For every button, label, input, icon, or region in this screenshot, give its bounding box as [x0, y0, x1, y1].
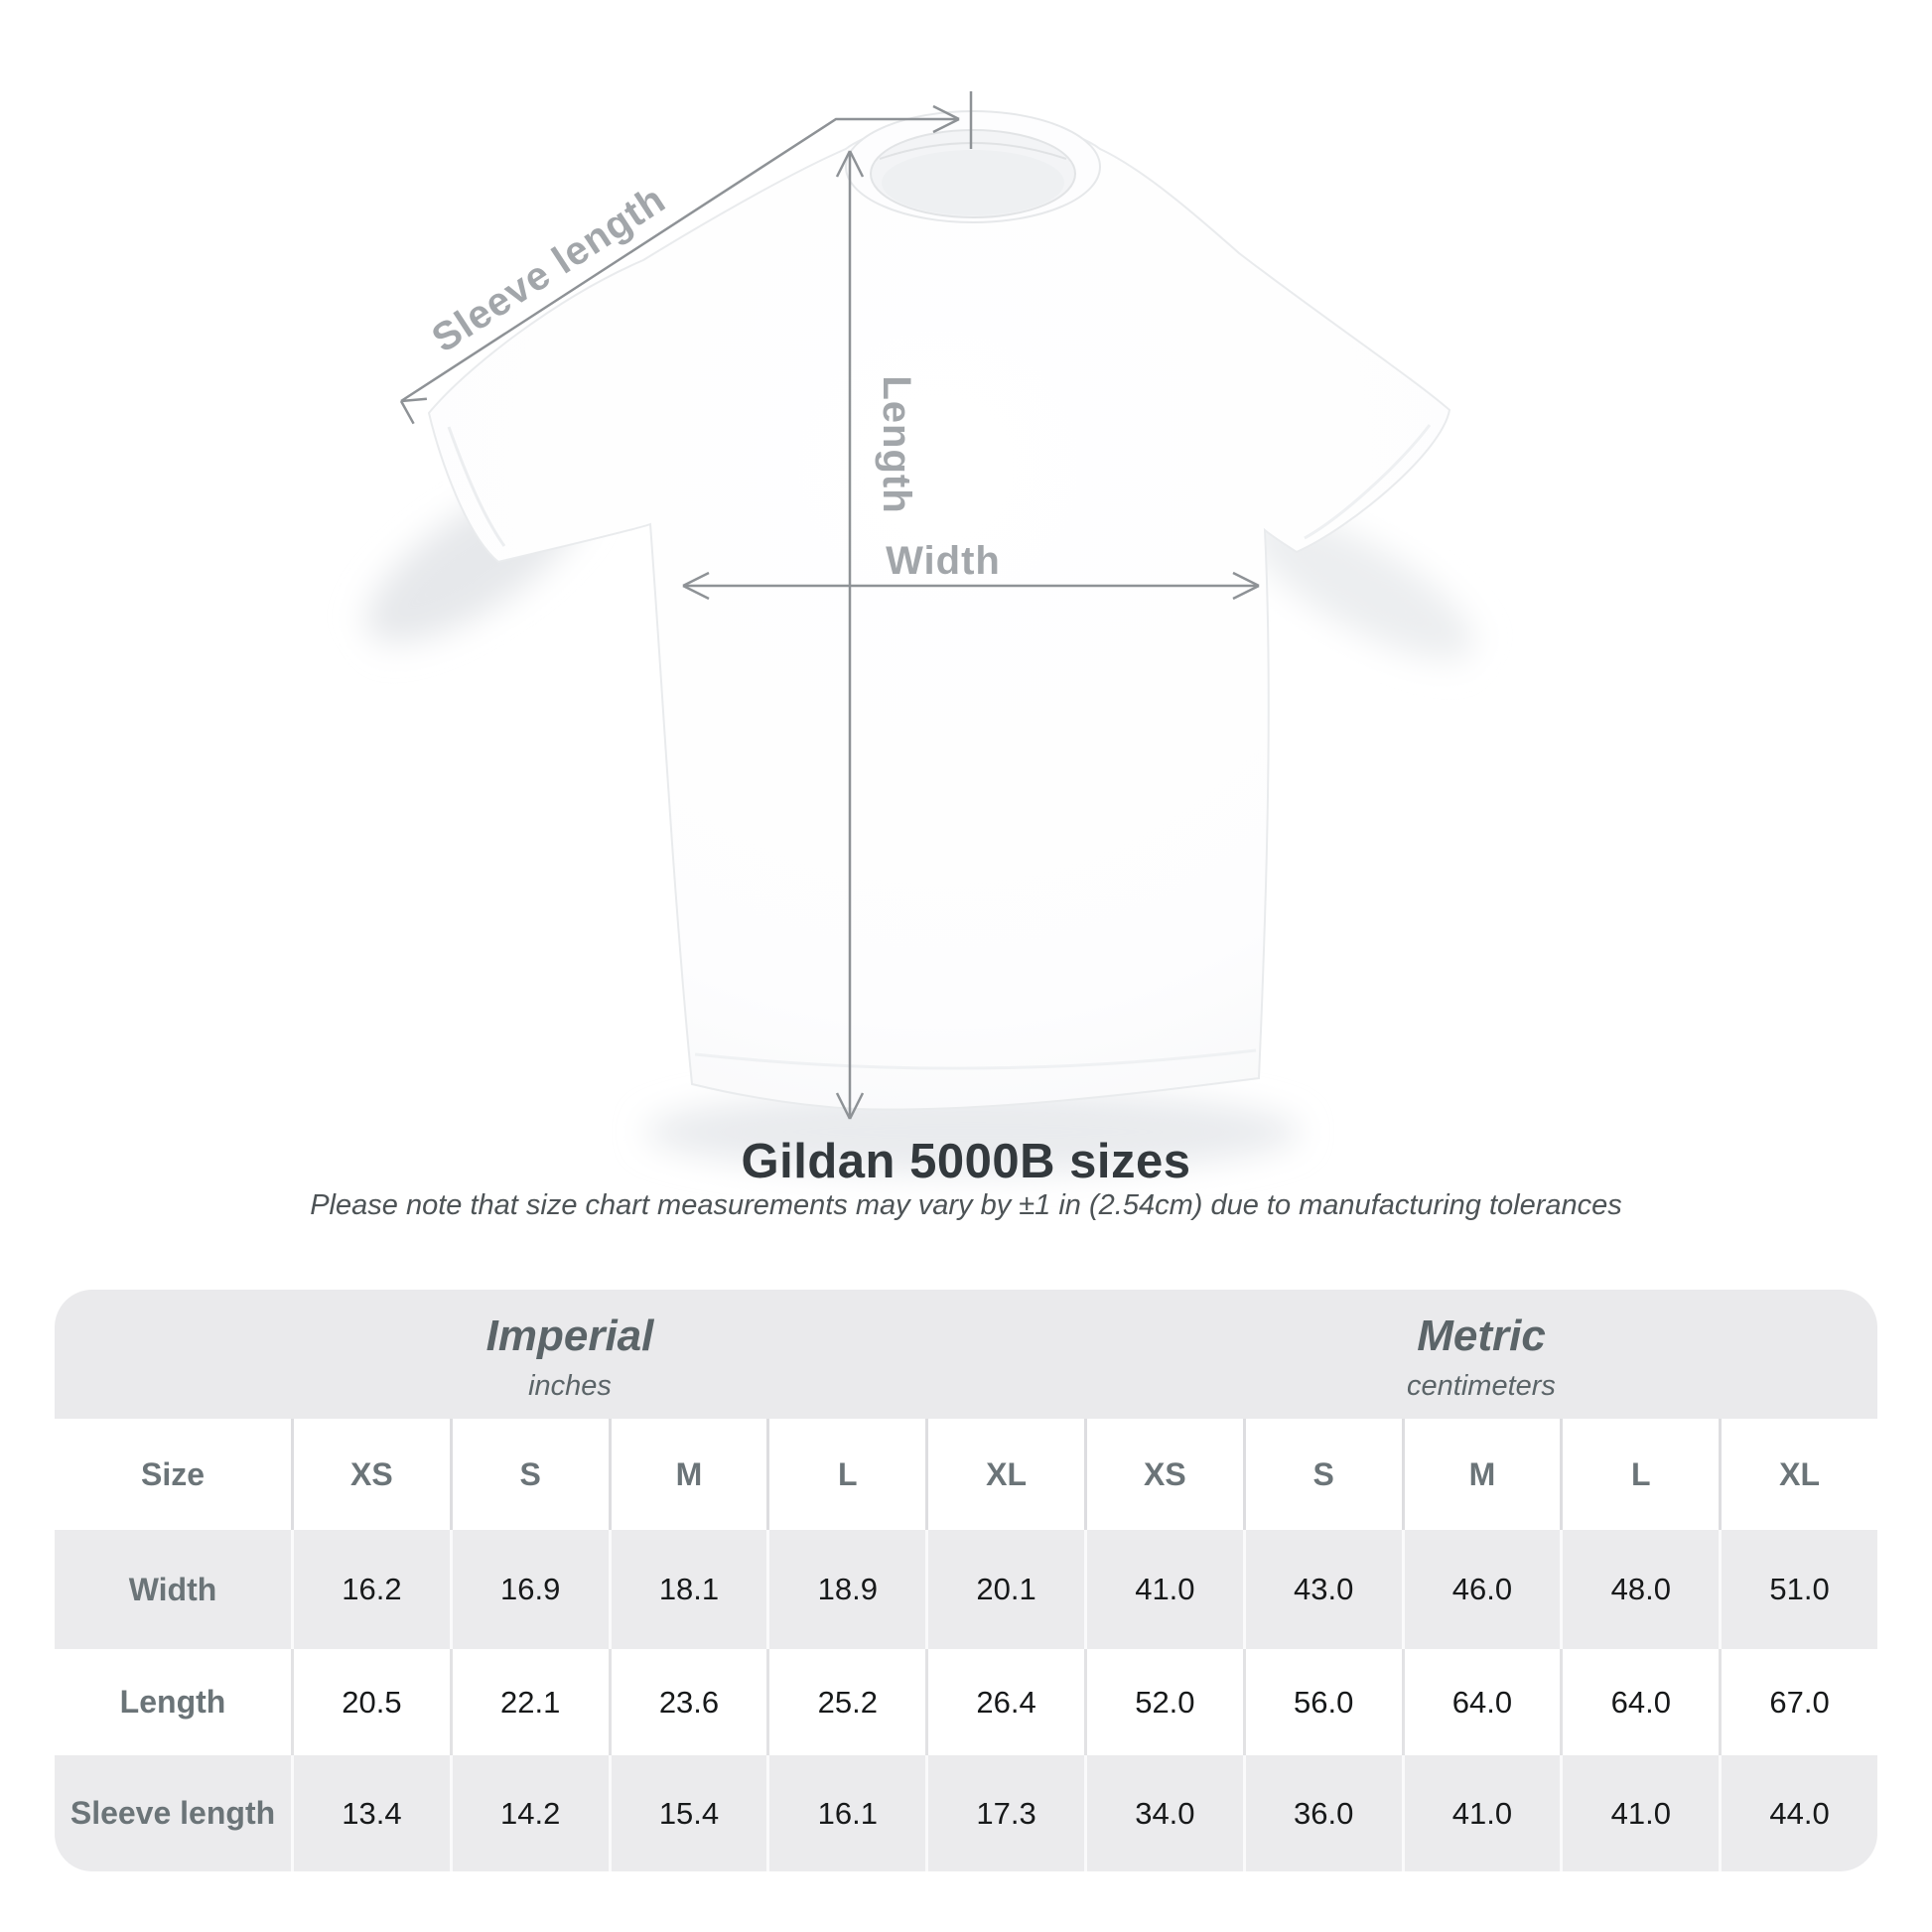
collar-inner-shadow	[882, 150, 1064, 215]
measurement-lines	[399, 91, 1260, 1120]
imperial-header: Imperial inches	[55, 1290, 1085, 1419]
sleeve-metric-l: 41.0	[1560, 1755, 1719, 1871]
sleeve-length-arrow	[399, 91, 973, 425]
width-metric-s: 43.0	[1242, 1530, 1402, 1649]
size-col-header-metric-m: M	[1401, 1419, 1561, 1530]
width-row: Width 16.2 16.9 18.1 18.9 20.1 41.0 43.0…	[55, 1530, 1877, 1649]
length-metric-s: 56.0	[1242, 1649, 1402, 1755]
width-imperial-xl: 20.1	[925, 1530, 1084, 1649]
right-cuff-seam	[1304, 424, 1432, 540]
size-col-header-imperial-xs: XS	[291, 1419, 450, 1530]
length-imperial-s: 22.1	[449, 1649, 609, 1755]
imperial-unit: inches	[528, 1370, 612, 1402]
metric-header: Metric centimeters	[1085, 1290, 1877, 1419]
metric-title: Metric	[1417, 1311, 1546, 1360]
size-col-header-imperial-l: L	[766, 1419, 925, 1530]
row-label-sleeve-length: Sleeve length	[69, 1795, 276, 1831]
sleeve-imperial-s: 14.2	[449, 1755, 609, 1871]
width-imperial-l: 18.9	[766, 1530, 925, 1649]
sleeve-imperial-xl: 17.3	[925, 1755, 1084, 1871]
tolerance-note: Please note that size chart measurements…	[310, 1189, 1622, 1221]
size-col-header-metric-l: L	[1560, 1419, 1719, 1530]
size-table: Imperial inches Metric centimeters Size …	[55, 1290, 1877, 1871]
length-metric-xs: 52.0	[1083, 1649, 1243, 1755]
length-imperial-xs: 20.5	[291, 1649, 450, 1755]
size-col-header-metric-xs: XS	[1083, 1419, 1243, 1530]
metric-unit: centimeters	[1407, 1370, 1556, 1402]
sleeve-imperial-xs: 13.4	[291, 1755, 450, 1871]
width-label: Width	[886, 539, 1001, 583]
size-header-row: Size XS S M L XL XS S M L XL	[55, 1419, 1877, 1530]
sleeve-metric-xl: 44.0	[1719, 1755, 1877, 1871]
length-metric-m: 64.0	[1401, 1649, 1561, 1755]
width-imperial-xs: 16.2	[291, 1530, 450, 1649]
unit-header-band: Imperial inches Metric centimeters	[55, 1290, 1877, 1419]
row-label-width: Width	[128, 1571, 217, 1607]
left-cuff-seam	[447, 426, 506, 547]
sleeve-metric-s: 36.0	[1242, 1755, 1402, 1871]
imperial-title: Imperial	[485, 1311, 654, 1360]
collar-seam	[879, 142, 1067, 160]
width-metric-m: 46.0	[1401, 1530, 1561, 1649]
size-col-header-imperial-xl: XL	[925, 1419, 1084, 1530]
tshirt-measurement-diagram: Sleeve length Length Width	[365, 91, 1474, 1173]
length-row: Length 20.5 22.1 23.6 25.2 26.4 52.0 56.…	[55, 1649, 1877, 1755]
width-metric-xl: 51.0	[1719, 1530, 1877, 1649]
sleeve-imperial-l: 16.1	[766, 1755, 925, 1871]
width-metric-xs: 41.0	[1083, 1530, 1243, 1649]
tshirt-graphic	[427, 110, 1451, 1111]
size-col-header-metric-s: S	[1242, 1419, 1402, 1530]
width-imperial-s: 16.9	[449, 1530, 609, 1649]
width-metric-l: 48.0	[1560, 1530, 1719, 1649]
length-label: Length	[875, 375, 918, 513]
length-arrow	[835, 150, 865, 1120]
length-imperial-xl: 26.4	[925, 1649, 1084, 1755]
sleeve-imperial-m: 15.4	[608, 1755, 767, 1871]
length-metric-l: 64.0	[1560, 1649, 1719, 1755]
sleeve-length-row: Sleeve length 13.4 14.2 15.4 16.1 17.3 3…	[55, 1755, 1877, 1871]
width-imperial-m: 18.1	[608, 1530, 767, 1649]
size-col-header-imperial-m: M	[608, 1419, 767, 1530]
sleeve-metric-m: 41.0	[1401, 1755, 1561, 1871]
hem-seam	[694, 1048, 1257, 1070]
row-label-length: Length	[119, 1684, 226, 1720]
length-imperial-m: 23.6	[608, 1649, 767, 1755]
size-row-label: Size	[140, 1455, 206, 1492]
page-title: Gildan 5000B sizes	[741, 1135, 1191, 1188]
length-metric-xl: 67.0	[1719, 1649, 1877, 1755]
length-imperial-l: 25.2	[766, 1649, 925, 1755]
sleeve-metric-xs: 34.0	[1083, 1755, 1243, 1871]
width-arrow	[682, 571, 1260, 601]
size-col-header-metric-xl: XL	[1719, 1419, 1877, 1530]
size-col-header-imperial-s: S	[449, 1419, 609, 1530]
